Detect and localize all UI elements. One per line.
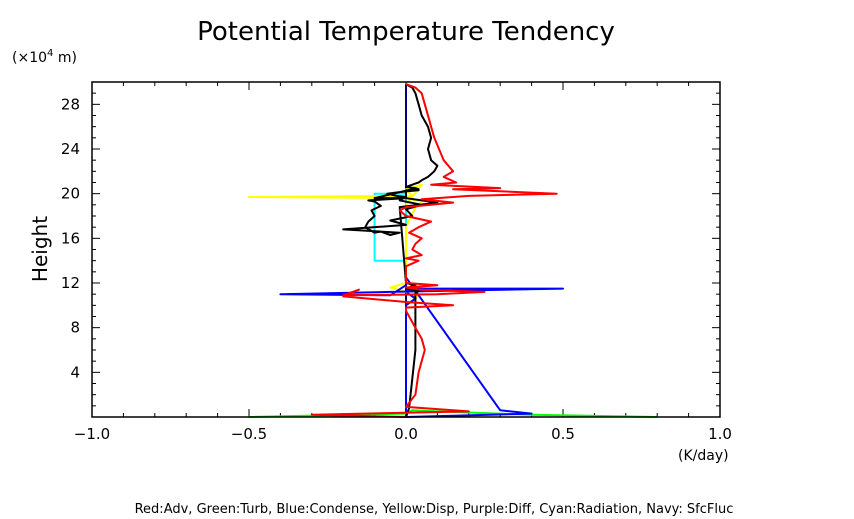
x-tick-label: 0.0	[394, 425, 418, 443]
y-tick-label: 28	[61, 95, 80, 113]
series-red-line	[310, 83, 558, 418]
y-tick-label: 16	[61, 229, 80, 247]
x-tick-label: 1.0	[708, 425, 732, 443]
y-tick-label: 12	[61, 274, 80, 292]
series-black-line	[342, 83, 439, 418]
x-axis-unit: (K/day)	[678, 448, 729, 464]
x-tick-label: −0.5	[231, 425, 267, 443]
series-lines	[248, 83, 658, 418]
y-axis-ticks: 4 8 12 16 20 24 28	[61, 92, 720, 407]
y-tick-label: 4	[70, 363, 80, 381]
x-tick-label: −1.0	[74, 425, 110, 443]
y-tick-label: 8	[70, 319, 80, 337]
series-blue-line	[279, 276, 564, 418]
y-tick-label: 24	[61, 140, 80, 158]
series-cyan-line	[373, 192, 407, 262]
y-axis-label: Height	[28, 216, 52, 282]
legend-text: Red:Adv, Green:Turb, Blue:Condense, Yell…	[135, 502, 734, 517]
y-axis-unit: (×104 m)	[12, 48, 77, 66]
series-yellow-line	[248, 183, 423, 307]
chart-title: Potential Temperature Tendency	[197, 17, 615, 47]
y-tick-label: 20	[61, 185, 80, 203]
x-axis-ticks: −1.0 −0.5 0.0 0.5 1.0	[74, 82, 732, 443]
plot-frame	[91, 81, 721, 418]
x-tick-label: 0.5	[551, 425, 575, 443]
